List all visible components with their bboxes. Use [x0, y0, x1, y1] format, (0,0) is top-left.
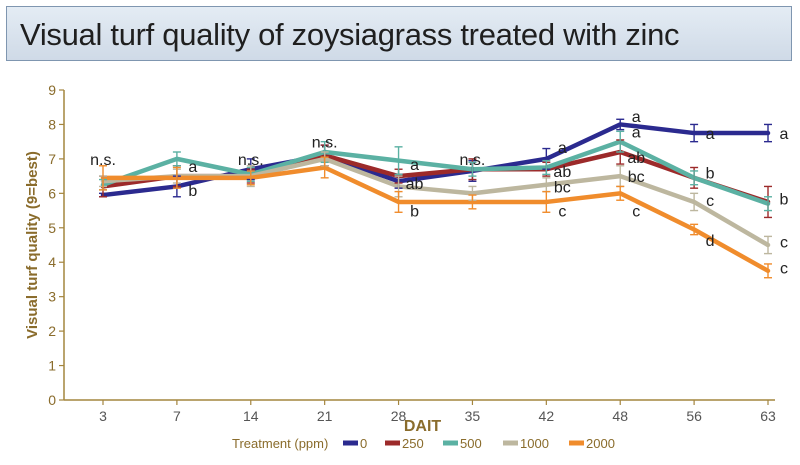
significance-label: b — [188, 183, 197, 200]
y-axis-label: Visual turf quality (9=best) — [24, 151, 41, 339]
significance-label: n.s. — [90, 152, 116, 169]
x-tick-label: 28 — [391, 408, 407, 424]
series-line-0 — [100, 122, 771, 198]
significance-label: c — [558, 204, 566, 221]
significance-label: a — [632, 124, 641, 141]
significance-label: a — [410, 157, 419, 174]
significance-label: b — [410, 204, 419, 221]
y-tick-label: 9 — [48, 82, 56, 98]
significance-label: a — [780, 126, 789, 143]
y-tick-label: 3 — [48, 289, 56, 305]
x-tick-label: 48 — [612, 408, 628, 424]
x-tick-label: 14 — [243, 408, 259, 424]
legend-label-2000: 2000 — [586, 436, 615, 451]
x-tick-label: 42 — [539, 408, 555, 424]
significance-label: d — [706, 233, 715, 250]
significance-label: a — [188, 159, 197, 176]
x-tick-label: 56 — [686, 408, 702, 424]
y-tick-label: 2 — [48, 323, 56, 339]
y-tick-label: 8 — [48, 116, 56, 132]
legend-label-500: 500 — [460, 436, 482, 451]
y-tick-label: 1 — [48, 358, 56, 374]
significance-label: a — [706, 126, 715, 143]
significance-label: ab — [553, 164, 571, 181]
significance-label: n.s. — [312, 135, 338, 152]
significance-label: ab — [627, 150, 645, 167]
x-tick-label: 7 — [173, 408, 181, 424]
x-tick-label: 21 — [317, 408, 333, 424]
significance-label: a — [558, 140, 567, 157]
series-line-500 — [100, 139, 771, 206]
significance-label: b — [780, 192, 789, 209]
legend-label-0: 0 — [360, 436, 367, 451]
legend-title: Treatment (ppm) — [232, 436, 328, 451]
significance-label: a — [632, 109, 641, 126]
y-tick-label: 4 — [48, 254, 56, 270]
x-axis-label: DAIT — [404, 418, 442, 435]
significance-label: b — [706, 166, 715, 183]
significance-label: c — [706, 193, 714, 210]
significance-label: ab — [406, 176, 424, 193]
significance-label: n.s. — [460, 152, 486, 169]
legend-label-1000: 1000 — [520, 436, 549, 451]
significance-label: bc — [554, 179, 571, 196]
series-line-2000 — [100, 165, 771, 274]
x-tick-label: 63 — [760, 408, 776, 424]
y-tick-label: 7 — [48, 151, 56, 167]
chart-title: Visual turf quality of zoysiagrass treat… — [20, 17, 680, 52]
legend-label-250: 250 — [402, 436, 424, 451]
x-tick-label: 35 — [465, 408, 481, 424]
significance-label: c — [780, 260, 788, 277]
y-tick-label: 6 — [48, 185, 56, 201]
significance-label: c — [632, 204, 640, 221]
significance-label: c — [780, 235, 788, 252]
significance-label: bc — [628, 169, 645, 186]
significance-label: n.s. — [238, 152, 264, 169]
y-tick-label: 5 — [48, 220, 56, 236]
y-tick-label: 0 — [48, 392, 56, 408]
x-tick-label: 3 — [99, 408, 107, 424]
title-banner: Visual turf quality of zoysiagrass treat… — [6, 6, 792, 61]
